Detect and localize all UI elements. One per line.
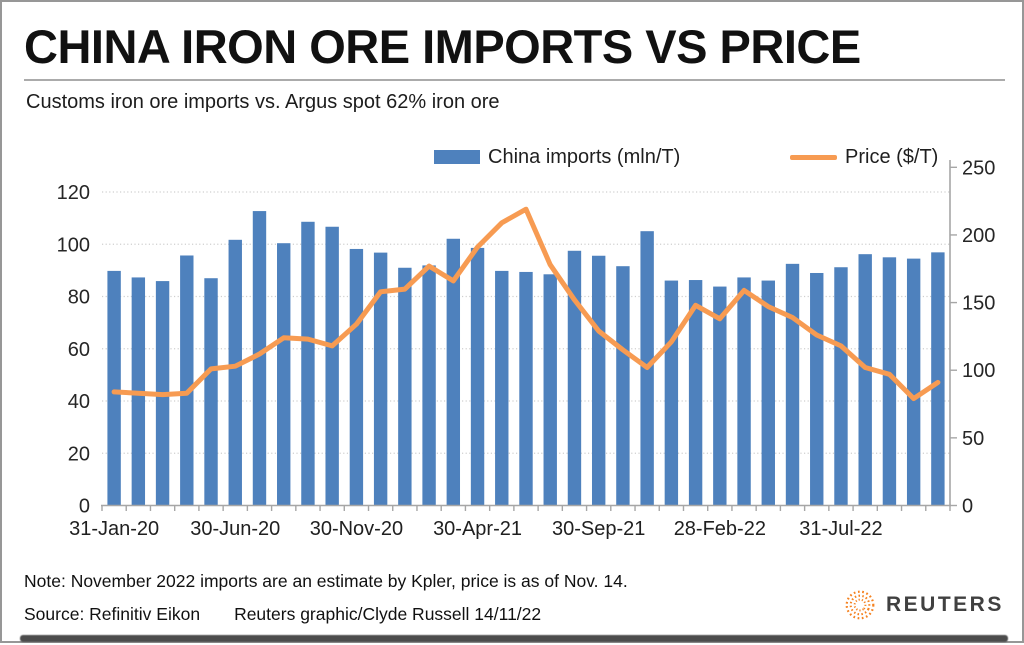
x-axis-tick-label: 31-Jan-20: [69, 518, 159, 540]
right-axis: 0 50 100 150 200 250: [949, 157, 995, 518]
import-bar: [204, 278, 218, 506]
import-bar: [422, 265, 436, 506]
x-axis-tick-label: 28-Feb-22: [674, 518, 766, 540]
import-bar: [785, 263, 800, 506]
x-axis-tick-label: 30-Apr-21: [433, 518, 522, 540]
import-bar: [567, 250, 582, 506]
left-axis-tick-label: 0: [79, 496, 90, 518]
import-bar: [761, 280, 775, 506]
left-axis-tick-label: 60: [68, 339, 90, 361]
imports-swatch-icon: [434, 150, 480, 164]
x-axis-tick-label: 30-Sep-21: [552, 518, 645, 540]
right-axis-tick-label: 0: [962, 496, 973, 518]
credit-text: Reuters graphic/Clyde Russell 14/11/22: [234, 604, 542, 624]
emblem-ring: [853, 598, 867, 612]
left-axis-tick-label: 100: [57, 234, 90, 256]
left-axis-tick-label: 20: [68, 443, 90, 465]
left-axis-tick-label: 120: [57, 182, 90, 204]
x-axis-tick-label: 31-Jul-22: [799, 518, 882, 540]
import-bar: [664, 280, 679, 506]
source-row: Source: Refinitiv Eikon Reuters graphic/…: [24, 604, 541, 625]
import-bar: [107, 270, 121, 506]
title-divider: [24, 79, 1005, 81]
import-bar: [737, 277, 751, 506]
import-bar: [398, 267, 412, 506]
import-bar: [180, 255, 194, 506]
legend-item-price: Price ($/T): [790, 146, 938, 168]
card-shadow: [20, 635, 1008, 642]
import-bar: [688, 280, 703, 506]
import-bar: [810, 272, 824, 506]
import-bar: [519, 271, 533, 506]
import-bar: [713, 286, 727, 506]
x-axis-labels: 31-Jan-20 30-Jun-20 30-Nov-20 30-Apr-21 30-S…: [69, 518, 883, 540]
right-axis-tick-label: 50: [962, 428, 984, 450]
import-bar: [834, 267, 848, 506]
right-axis-tick-label: 200: [962, 225, 995, 247]
import-bar: [349, 248, 364, 506]
right-axis-tick-label: 100: [962, 360, 995, 382]
import-bar: [931, 252, 945, 506]
import-bar: [446, 238, 461, 506]
price-swatch-icon: [790, 154, 837, 160]
import-bar: [495, 270, 509, 506]
import-bar: [858, 254, 872, 506]
emblem-ring: [849, 594, 871, 616]
price-line: [111, 206, 941, 402]
import-bar: [301, 221, 315, 506]
left-axis-tick-label: 80: [68, 287, 90, 309]
import-bar: [325, 226, 339, 506]
import-bar: [591, 255, 606, 506]
right-axis-tick-label: 250: [962, 157, 995, 179]
source-text: Source: Refinitiv Eikon: [24, 604, 201, 624]
import-bar: [252, 211, 267, 506]
x-axis-tick-label: 30-Nov-20: [310, 518, 403, 540]
import-bar: [543, 274, 557, 506]
legend-label-price: Price ($/T): [845, 145, 939, 168]
chart-subtitle: Customs iron ore imports vs. Argus spot …: [26, 91, 500, 113]
left-axis: 0 20 40 60 80 100 120: [57, 182, 90, 518]
import-bar: [906, 258, 921, 506]
emblem-ring: [845, 590, 875, 620]
x-axis-tick-label: 30-Jun-20: [190, 518, 280, 540]
import-bar: [277, 243, 291, 506]
chart-note: Note: November 2022 imports are an estim…: [24, 571, 628, 591]
x-axis: [101, 504, 951, 511]
import-bar: [373, 252, 388, 506]
import-bar: [882, 257, 897, 506]
right-axis-tick-label: 150: [962, 293, 995, 315]
import-bar: [470, 247, 485, 506]
reuters-wordmark: REUTERS: [886, 593, 1004, 616]
import-bar: [228, 239, 242, 506]
legend-item-imports: China imports (mln/T): [434, 146, 680, 168]
legend: China imports (mln/T) Price ($/T): [2, 146, 1022, 168]
legend-label-imports: China imports (mln/T): [488, 145, 681, 168]
gridlines: [102, 191, 950, 454]
import-bar: [616, 266, 630, 506]
import-bars: [107, 211, 945, 506]
reuters-logo: REUTERS: [844, 589, 1004, 621]
page-title: CHINA IRON ORE IMPORTS VS PRICE: [24, 20, 861, 73]
reuters-emblem-icon: [845, 590, 875, 620]
left-axis-tick-label: 40: [68, 391, 90, 413]
